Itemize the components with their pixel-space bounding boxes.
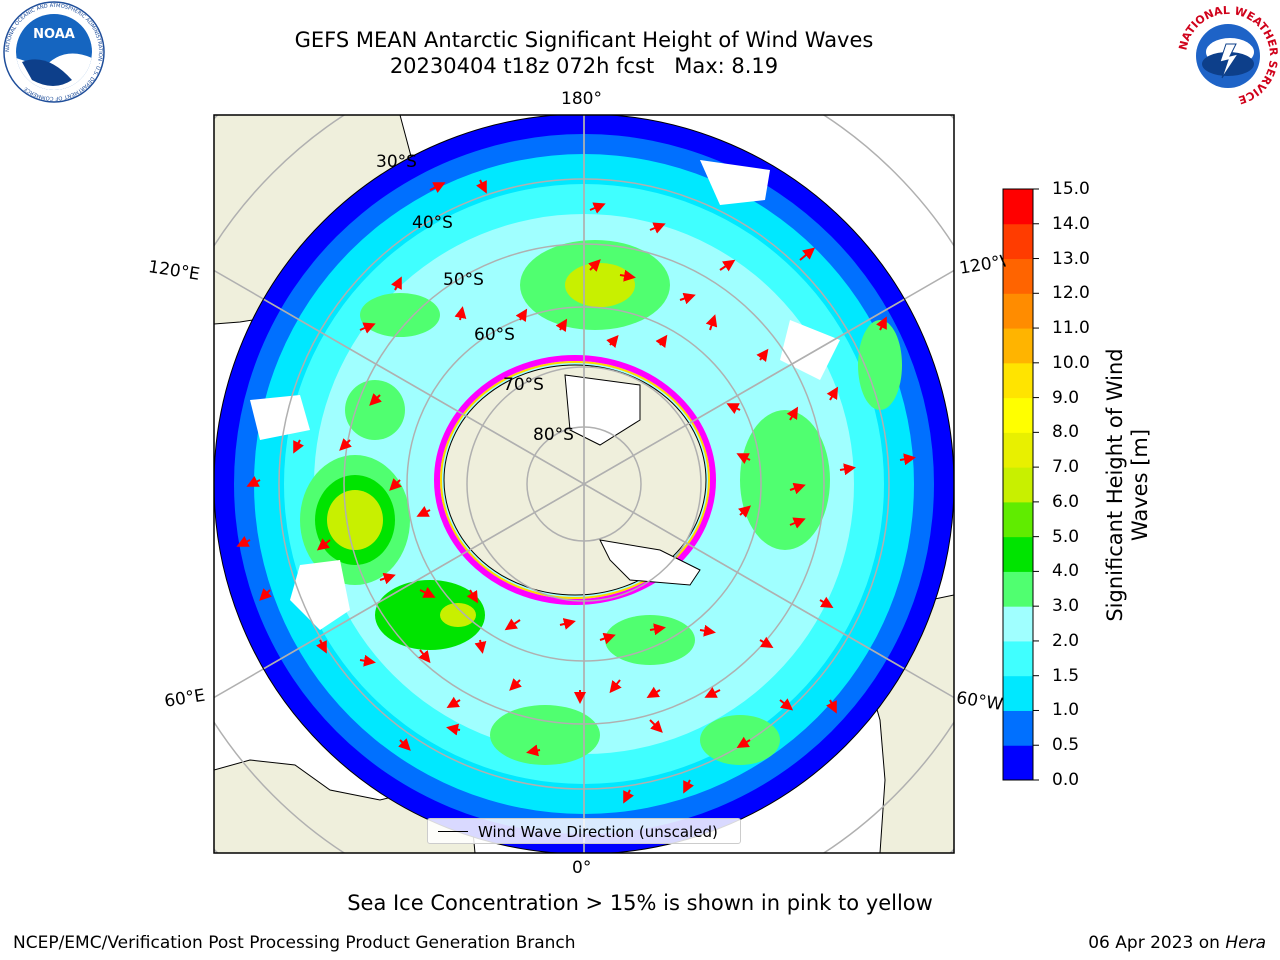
colorbar-tick-label: 0.5: [1052, 735, 1080, 756]
noaa-logo: NOAA NATIONAL OCEANIC AND ATMOSPHERIC AD…: [3, 1, 105, 103]
map-legend: Wind Wave Direction (unscaled): [427, 818, 741, 844]
colorbar-segment: [1003, 189, 1033, 225]
colorbar-segment: [1003, 223, 1033, 260]
colorbar-segment: [1003, 362, 1033, 399]
colorbar-segment: [1003, 536, 1033, 572]
colorbar-segment: [1003, 501, 1033, 538]
footer-host: Hera: [1225, 933, 1266, 953]
lon-label-bottom: 0°: [572, 858, 592, 878]
colorbar-segment: [1003, 606, 1033, 642]
colorbar-tick-label: 12.0: [1052, 283, 1090, 304]
colorbar-tick-label: 3.0: [1052, 596, 1080, 617]
colorbar-segment: [1003, 640, 1033, 677]
footer-date: 06 Apr 2023 on Hera: [1088, 933, 1266, 953]
chart-subtitle: 20230404 t18z 072h fcst Max: 8.19: [389, 54, 779, 78]
colorbar-segment: [1003, 432, 1033, 468]
colorbar-segment: [1003, 328, 1033, 364]
nws-logo: NATIONAL WEATHER SERVICE: [1176, 4, 1280, 107]
colorbar-tick-label: 15.0: [1052, 179, 1090, 199]
map-frame: [213, 114, 955, 854]
sea-ice-note: Sea Ice Concentration > 15% is shown in …: [347, 891, 933, 915]
colorbar: [1003, 188, 1039, 781]
colorbar-tick-label: 7.0: [1052, 457, 1080, 478]
colorbar-segment: [1003, 293, 1033, 329]
colorbar-tick-label: 2.0: [1052, 630, 1080, 651]
graticule-outer: [214, 115, 954, 853]
footer-date-text: 06 Apr 2023 on: [1088, 933, 1220, 953]
lat-label-50s: 50°S: [443, 270, 484, 290]
legend-line-swatch: [438, 831, 468, 832]
colorbar-tick-label: 10.0: [1052, 352, 1090, 373]
colorbar-tick-label: 14.0: [1052, 213, 1090, 234]
legend-label: Wind Wave Direction (unscaled): [478, 823, 718, 841]
colorbar-segment: [1003, 397, 1033, 433]
colorbar-tick-label: 8.0: [1052, 422, 1080, 443]
colorbar-segment: [1003, 571, 1033, 607]
colorbar-tick-label: 9.0: [1052, 387, 1080, 408]
chart-title: GEFS MEAN Antarctic Significant Height o…: [294, 28, 874, 52]
sea-ice-ring: [434, 355, 716, 605]
colorbar-tick-label: 0.0: [1052, 770, 1080, 790]
lat-label-40s: 40°S: [412, 213, 453, 233]
colorbar-segment: [1003, 675, 1033, 711]
colorbar-tick-label: 1.5: [1052, 665, 1080, 686]
colorbar-tick-label: 11.0: [1052, 318, 1090, 339]
colorbar-tick-label: 4.0: [1052, 561, 1080, 582]
wind-arrows: [236, 179, 916, 804]
lat-label-80s: 80°S: [533, 425, 574, 445]
colorbar-tick-label: 6.0: [1052, 491, 1080, 512]
colorbar-segment: [1003, 710, 1033, 746]
colorbar-title: Significant Height of Wind Waves [m]: [1103, 348, 1152, 622]
lat-label-70s: 70°S: [503, 375, 544, 395]
colorbar-tick-label: 13.0: [1052, 248, 1090, 269]
lon-label-top: 180°: [561, 89, 602, 109]
colorbar-tick-label: 1.0: [1052, 700, 1080, 721]
noaa-logo-text: NOAA: [33, 27, 75, 42]
colorbar-segment: [1003, 467, 1033, 503]
lat-label-30s: 30°S: [376, 152, 417, 172]
footer-credit: NCEP/EMC/Verification Post Processing Pr…: [13, 933, 576, 953]
colorbar-segment: [1003, 258, 1033, 294]
colorbar-frame: [1002, 188, 1034, 781]
colorbar-segment: [1003, 745, 1033, 781]
lat-label-60s: 60°S: [474, 325, 515, 345]
antarctica-land: [443, 364, 707, 596]
colorbar-tick-label: 5.0: [1052, 526, 1080, 547]
